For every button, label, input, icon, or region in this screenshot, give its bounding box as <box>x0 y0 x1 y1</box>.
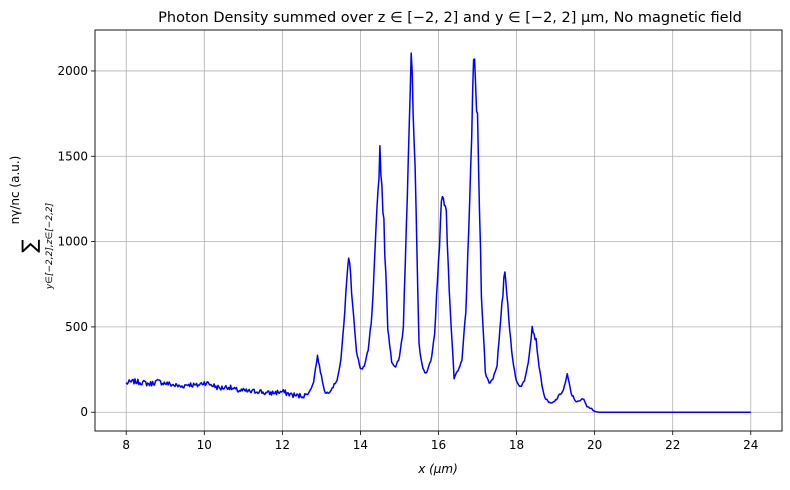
series-line <box>125 52 751 413</box>
x-tick-label: 12 <box>275 438 290 452</box>
series-layer <box>125 52 751 413</box>
x-tick-label: 8 <box>122 438 130 452</box>
ticks: 8 10 12 14 16 18 20 22 24 0 500 1000 1500 2000 <box>57 64 758 452</box>
x-tick-label: 20 <box>587 438 602 452</box>
grid <box>95 30 782 431</box>
x-tick-label: 10 <box>197 438 212 452</box>
y-axis-label-main: nγ/nc (a.u.) <box>8 156 22 225</box>
x-tick-label: 24 <box>743 438 758 452</box>
y-tick-label: 1000 <box>57 235 88 249</box>
y-tick-label: 0 <box>80 405 88 419</box>
x-tick-label: 22 <box>665 438 680 452</box>
x-tick-label: 14 <box>353 438 368 452</box>
y-axis-label: ∑ y∈[−2,2],z∈[−2,2] nγ/nc (a.u.) <box>8 156 55 291</box>
x-tick-label: 18 <box>509 438 524 452</box>
x-axis-label: x (µm) <box>417 462 458 476</box>
y-axis-label-sum: ∑ <box>17 239 41 253</box>
y-axis-label-subscript: y∈[−2,2],z∈[−2,2] <box>45 202 55 290</box>
x-tick-label: 16 <box>431 438 446 452</box>
y-tick-label: 1500 <box>57 149 88 163</box>
y-tick-label: 2000 <box>57 64 88 78</box>
y-tick-label: 500 <box>65 320 88 334</box>
chart-title: Photon Density summed over z ∈ [−2, 2] a… <box>158 10 742 26</box>
